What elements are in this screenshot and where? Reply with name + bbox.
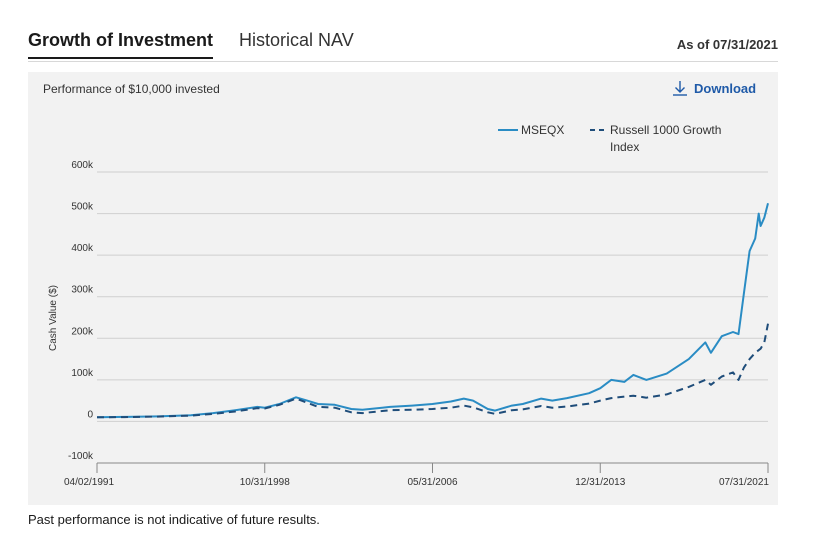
chart-tabs: Growth of Investment Historical NAV	[28, 30, 354, 59]
disclaimer-footnote: Past performance is not indicative of fu…	[28, 512, 320, 527]
download-button[interactable]: Download	[672, 80, 756, 96]
chart-panel	[28, 72, 778, 505]
download-icon	[672, 80, 688, 96]
tabs-divider	[28, 61, 778, 62]
chart-subtitle: Performance of $10,000 invested	[43, 82, 220, 96]
download-label: Download	[694, 81, 757, 96]
tab-growth-of-investment[interactable]: Growth of Investment	[28, 30, 214, 59]
tab-historical-nav[interactable]: Historical NAV	[239, 30, 354, 50]
as-of-date: As of 07/31/2021	[676, 37, 778, 52]
